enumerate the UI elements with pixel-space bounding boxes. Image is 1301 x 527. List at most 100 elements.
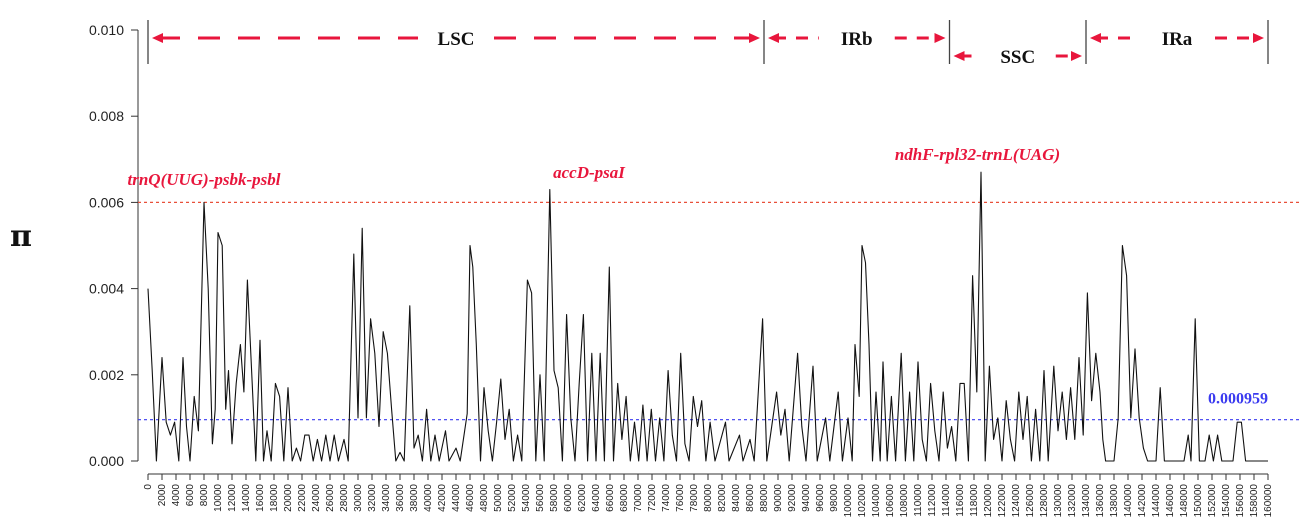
x-tick-label: 156000	[1235, 484, 1246, 518]
x-tick-label: 36000	[395, 484, 406, 512]
x-tick-label: 152000	[1207, 484, 1218, 518]
x-tick-label: 34000	[381, 484, 392, 512]
x-tick-label: 50000	[493, 484, 504, 512]
region-label: IRa	[1162, 29, 1193, 50]
region-label: LSC	[438, 29, 475, 50]
x-tick-label: 160000	[1263, 484, 1274, 518]
y-tick-label: 0.008	[89, 108, 124, 124]
x-tick-label: 4000	[171, 484, 182, 507]
x-tick-label: 146000	[1165, 484, 1176, 518]
x-tick-label: 10000	[213, 484, 224, 512]
x-axis: 0 2000 4000 6000 8000 10000 12000 14000 16000 180…	[143, 473, 1274, 518]
x-tick-label: 0	[143, 484, 154, 490]
x-tick-label: 88000	[759, 484, 770, 512]
x-tick-label: 132000	[1067, 484, 1078, 518]
x-tick-label: 128000	[1039, 484, 1050, 518]
x-tick-label: 122000	[997, 484, 1008, 518]
x-tick-label: 108000	[899, 484, 910, 518]
x-tick-label: 154000	[1221, 484, 1232, 518]
x-tick-label: 18000	[269, 484, 280, 512]
x-tick-label: 32000	[367, 484, 378, 512]
y-tick-label: 0.006	[89, 194, 124, 210]
x-tick-label: 148000	[1179, 484, 1190, 518]
x-tick-label: 8000	[199, 484, 210, 507]
x-tick-label: 100000	[843, 484, 854, 518]
x-tick-label: 96000	[815, 484, 826, 512]
x-tick-label: 118000	[969, 484, 980, 517]
x-tick-label: 126000	[1025, 484, 1036, 518]
region-arrow-head-left	[1090, 33, 1101, 43]
region-arrow-head-right	[1071, 51, 1082, 61]
x-tick-label: 158000	[1249, 484, 1260, 518]
x-tick-label: 106000	[885, 484, 896, 518]
x-tick-label: 48000	[479, 484, 490, 512]
x-tick-label: 54000	[521, 484, 532, 512]
x-tick-label: 40000	[423, 484, 434, 512]
y-tick-label: 0.000	[89, 453, 124, 469]
x-tick-label: 6000	[185, 484, 196, 507]
series-group	[147, 171, 1268, 462]
x-tick-label: 42000	[437, 484, 448, 512]
x-tick-label: 76000	[675, 484, 686, 512]
x-tick-label: 84000	[731, 484, 742, 512]
x-tick-label: 98000	[829, 484, 840, 512]
region-arrow-head-right	[1253, 33, 1264, 43]
region-arrow-head-right	[749, 33, 760, 43]
x-tick-label: 64000	[591, 484, 602, 512]
x-tick-label: 138000	[1109, 484, 1120, 518]
y-tick-label: 0.010	[89, 22, 124, 38]
x-tick-label: 16000	[255, 484, 266, 512]
x-tick-label: 92000	[787, 484, 798, 512]
x-tick-label: 68000	[619, 484, 630, 512]
region-markers: LSC IRb SSC IRa	[147, 20, 1269, 68]
x-tick-label: 150000	[1193, 484, 1204, 518]
y-tick-label: 0.002	[89, 367, 124, 383]
x-tick-label: 90000	[773, 484, 784, 512]
x-tick-label: 110000	[913, 484, 924, 517]
x-tick-label: 28000	[339, 484, 350, 512]
region-arrow-head-left	[953, 51, 965, 61]
x-tick-label: 44000	[451, 484, 462, 512]
x-tick-label: 142000	[1137, 484, 1148, 518]
x-tick-label: 74000	[661, 484, 672, 512]
x-tick-label: 82000	[717, 484, 728, 512]
annotations: trnQ(UUG)-psbk-psbl accD-psaI ndhF-rpl32-t…	[128, 145, 1061, 189]
x-tick-label: 14000	[241, 484, 252, 512]
x-tick-label: 130000	[1053, 484, 1064, 518]
x-tick-label: 72000	[647, 484, 658, 512]
threshold-label: 0.000959	[1208, 391, 1268, 408]
x-tick-label: 58000	[549, 484, 560, 512]
x-tick-label: 112000	[927, 484, 938, 517]
x-tick-label: 24000	[311, 484, 322, 512]
region-label: SSC	[1000, 47, 1035, 68]
region-arrow-head-left	[152, 33, 163, 43]
x-tick-label: 60000	[563, 484, 574, 512]
x-tick-label: 80000	[703, 484, 714, 512]
region-arrow-head-left	[768, 33, 779, 43]
annotation-label: ndhF-rpl32-trnL(UAG)	[895, 145, 1060, 164]
x-tick-label: 136000	[1095, 484, 1106, 518]
x-tick-label: 22000	[297, 484, 308, 512]
x-tick-label: 124000	[1011, 484, 1022, 518]
x-tick-label: 20000	[283, 484, 294, 512]
x-tick-label: 26000	[325, 484, 336, 512]
x-tick-label: 140000	[1123, 484, 1134, 518]
x-tick-label: 70000	[633, 484, 644, 512]
threshold-lines: 0.000959	[138, 201, 1301, 421]
x-tick-label: 62000	[577, 484, 588, 512]
x-tick-label: 114000	[941, 484, 952, 517]
x-tick-label: 2000	[157, 484, 168, 507]
x-tick-label: 30000	[353, 484, 364, 512]
series-line	[147, 171, 1268, 462]
x-tick-label: 86000	[745, 484, 756, 512]
x-tick-label: 52000	[507, 484, 518, 512]
x-tick-label: 120000	[983, 484, 994, 518]
x-tick-label: 104000	[871, 484, 882, 518]
annotation-label: trnQ(UUG)-psbk-psbl	[128, 170, 281, 189]
region-arrow-head-right	[934, 33, 946, 43]
annotation-label: accD-psaI	[553, 163, 626, 182]
x-tick-label: 94000	[801, 484, 812, 512]
x-tick-label: 116000	[955, 484, 966, 517]
x-tick-label: 78000	[689, 484, 700, 512]
